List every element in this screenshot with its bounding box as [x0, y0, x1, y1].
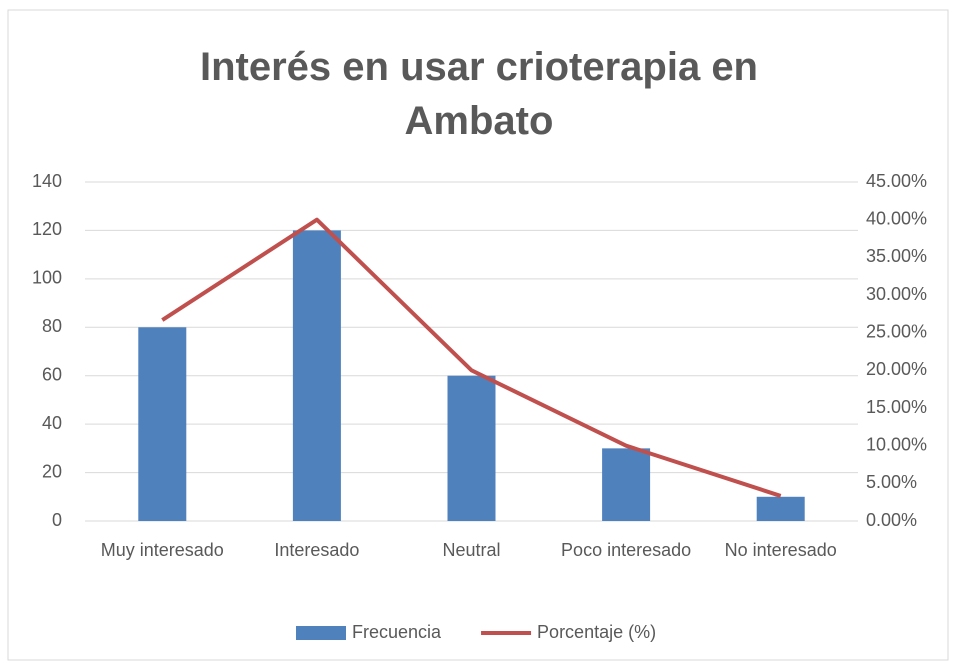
x-tick-label: Interesado — [274, 540, 359, 560]
chart-title: Interés en usar crioterapia en Ambato — [199, 45, 758, 143]
y2-tick-label: 5.00% — [866, 472, 917, 492]
line-series — [161, 217, 782, 498]
legend-label: Frecuencia — [352, 622, 442, 642]
bar — [756, 496, 805, 521]
chart-frame — [7, 9, 949, 661]
y-tick-label: 0 — [52, 510, 62, 530]
y2-tick-label: 10.00% — [866, 434, 927, 454]
x-tick-label: Neutral — [442, 540, 500, 560]
bar — [138, 327, 187, 521]
y2-tick-label: 20.00% — [866, 359, 927, 379]
y-tick-label: 20 — [42, 461, 62, 481]
y2-tick-label: 45.00% — [866, 171, 927, 191]
y-tick-label: 40 — [42, 413, 62, 433]
x-tick-label: No interesado — [725, 540, 837, 560]
y2-tick-label: 30.00% — [866, 284, 927, 304]
y-tick-label: 60 — [42, 364, 62, 384]
y-tick-label: 120 — [32, 219, 62, 239]
bar — [292, 230, 341, 521]
y-tick-label: 140 — [32, 171, 62, 191]
y2-tick-label: 35.00% — [866, 246, 927, 266]
x-tick-label: Muy interesado — [101, 540, 224, 560]
y2-tick-label: 25.00% — [866, 321, 927, 341]
legend-label: Porcentaje (%) — [537, 622, 656, 642]
legend-swatch — [296, 626, 346, 640]
y2-tick-label: 40.00% — [866, 208, 927, 228]
bar — [447, 375, 496, 521]
x-tick-label: Poco interesado — [561, 540, 691, 560]
y-tick-label: 100 — [32, 268, 62, 288]
bar — [602, 448, 651, 521]
y-tick-label: 80 — [42, 316, 62, 336]
y2-tick-label: 15.00% — [866, 397, 927, 417]
y2-tick-label: 0.00% — [866, 510, 917, 530]
